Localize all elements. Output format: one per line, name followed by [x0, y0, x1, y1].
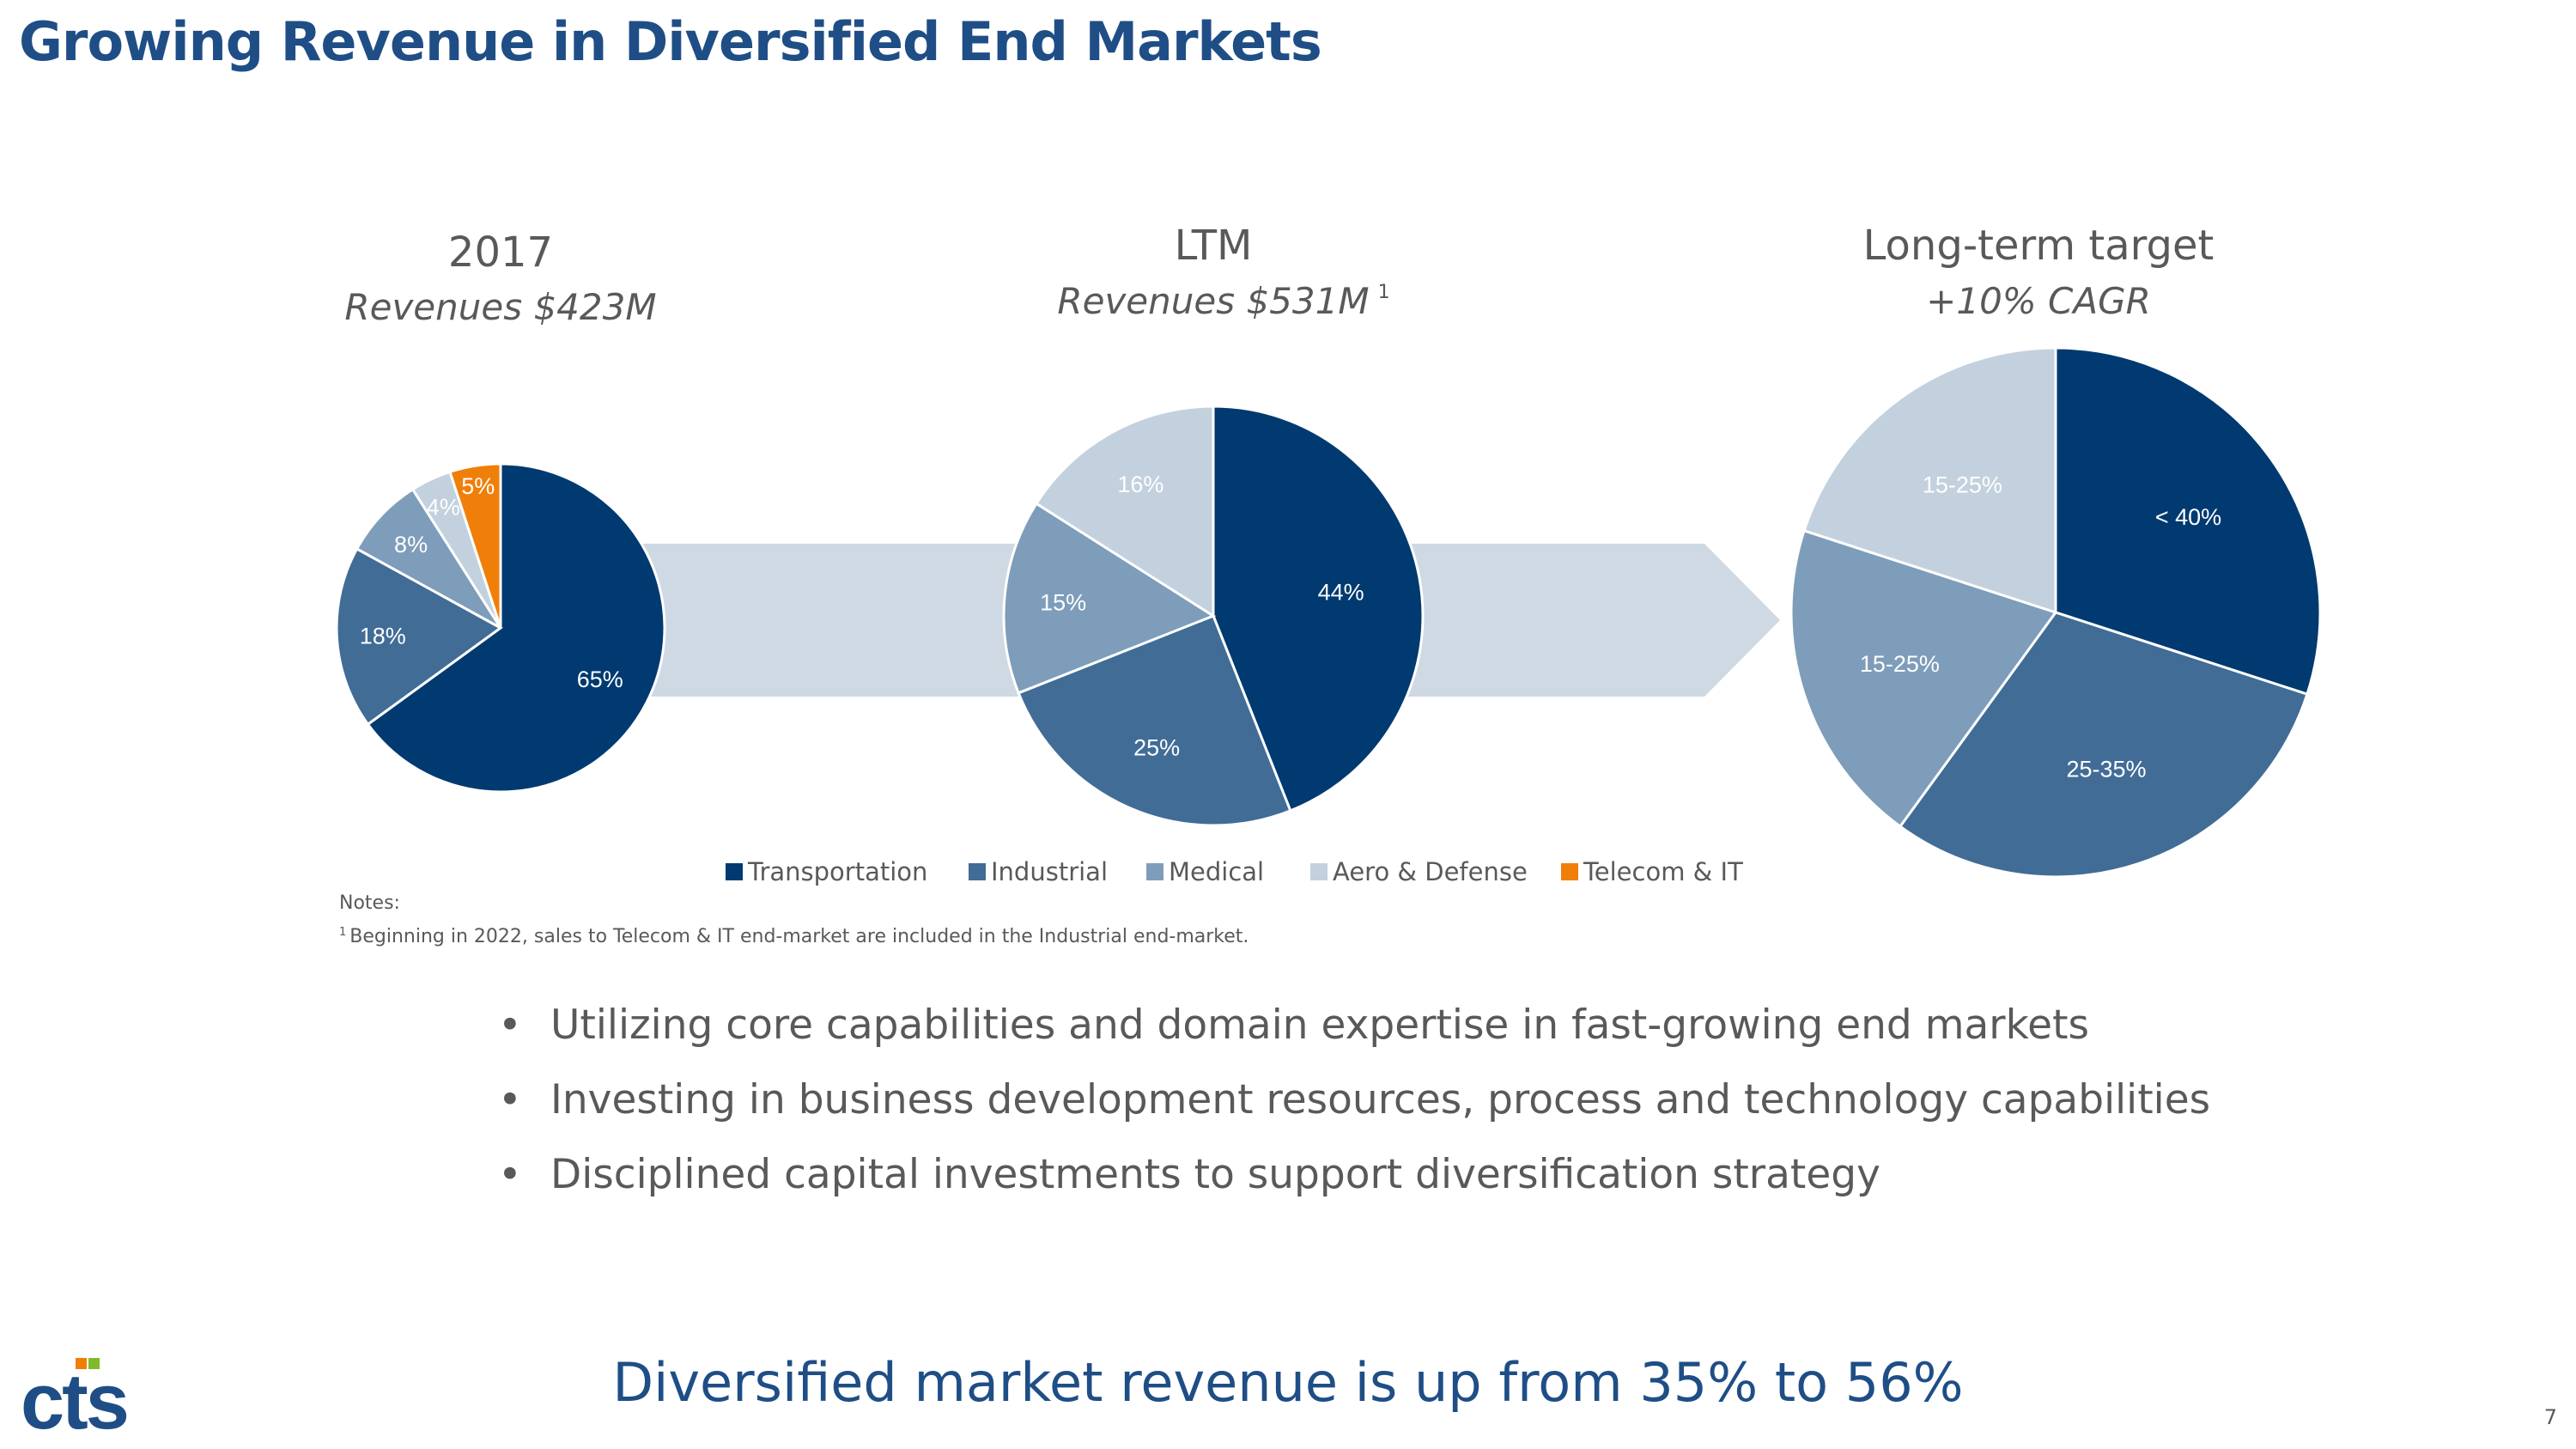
legend-item-industrial: Industrial	[969, 857, 1108, 886]
pie-data-label: < 40%	[2155, 504, 2221, 530]
tagline: Diversified market revenue is up from 35…	[612, 1351, 1964, 1414]
pie-slice-medical	[1002, 502, 1217, 695]
pie-data-label: 8%	[394, 532, 428, 557]
legend-label: Industrial	[991, 857, 1108, 886]
pie-data-label: 15%	[1040, 589, 1086, 615]
bullet-text: Investing in business development resour…	[550, 1076, 2211, 1123]
pie-slice-medical	[355, 487, 502, 630]
pie-slice-transportation	[366, 462, 666, 794]
legend-item-aero-and-defense: Aero & Defense	[1310, 857, 1528, 886]
cts-logo: cts	[21, 1353, 158, 1446]
pie-chart-long-term-target: < 40% 25-35% 15-25% 15-25% Long-term target +…	[1789, 222, 2322, 879]
legend-swatch-telecom-and-it	[1561, 863, 1578, 880]
legend-swatch-transportation	[726, 863, 743, 880]
legend-label: Telecom & IT	[1583, 857, 1743, 886]
pie-title: 2017	[448, 228, 553, 277]
legend-item-transportation: Transportation	[726, 857, 927, 886]
bullet-item: • Utilizing core capabilities and domain …	[498, 988, 2210, 1062]
cts-logo-mark: cts	[21, 1358, 130, 1446]
pie-slice-medical	[1789, 528, 2058, 829]
pie-data-label: 4%	[427, 494, 460, 520]
pie-title: Long-term target	[1863, 222, 2215, 270]
legend-swatch-industrial	[969, 863, 986, 880]
pie-subtitle-footnote-marker: 1	[1378, 282, 1390, 303]
pie-data-label: 18%	[360, 624, 406, 649]
footnote: 1 Beginning in 2022, sales to Telecom & I…	[339, 918, 1249, 952]
bullet-text: Disciplined capital investments to suppo…	[550, 1151, 1880, 1198]
footnote-marker: 1	[339, 926, 347, 939]
pie-data-label: 16%	[1117, 472, 1163, 497]
legend-label: Medical	[1169, 857, 1264, 886]
pie-slice-telecom-and-it	[448, 462, 502, 629]
pie-slice-aero-and-defense	[1034, 405, 1215, 618]
pie-data-label: 15-25%	[1923, 472, 2002, 497]
notes: Notes: 1 Beginning in 2022, sales to Tele…	[339, 889, 1249, 952]
pie-slice-transportation	[1212, 405, 1425, 813]
pie-chart-2017: 65% 18% 8% 4%5% 2017 Revenues $423M	[335, 228, 666, 794]
notes-heading: Notes:	[339, 892, 400, 914]
bullet-item: • Disciplined capital investments to supp…	[498, 1137, 2210, 1212]
pie-slice-aero-and-defense	[1802, 346, 2057, 615]
legend-swatch-aero-and-defense	[1310, 863, 1327, 880]
pie-subtitle: +10% CAGR	[1926, 280, 2151, 322]
bullet-text: Utilizing core capabilities and domain e…	[550, 1002, 2089, 1049]
footnote-text: Beginning in 2022, sales to Telecom & IT…	[349, 926, 1249, 947]
legend-item-telecom-and-it: Telecom & IT	[1561, 857, 1743, 886]
pie-chart-ltm: 44% 25% 15% 16% LTM Revenues $531M 1	[1002, 222, 1425, 827]
legend-swatch-medical	[1146, 863, 1163, 880]
pie-data-label: 44%	[1318, 580, 1364, 606]
pie-subtitle: Revenues $531M	[1057, 280, 1369, 322]
pie-data-label: 5%	[461, 473, 495, 499]
bullet-list: • Utilizing core capabilities and domain …	[498, 988, 2210, 1212]
pie-data-label: 15-25%	[1860, 651, 1940, 677]
pie-title: LTM	[1175, 222, 1253, 270]
page-number: 7	[2543, 1405, 2557, 1429]
bullet-item: • Investing in business development resou…	[498, 1062, 2210, 1137]
pie-data-label: 25%	[1133, 734, 1180, 760]
svg-text:cts: cts	[21, 1358, 127, 1439]
legend-label: Aero & Defense	[1333, 857, 1528, 886]
legend-item-medical: Medical	[1146, 857, 1264, 886]
bullet-dot-icon: •	[498, 1151, 522, 1198]
slide-title: Growing Revenue in Diversified End Marke…	[19, 10, 1322, 73]
pie-charts-figure: 65% 18% 8% 4%5% 2017 Revenues $423M 44% 25% 15% 1…	[335, 222, 2322, 886]
pie-slice-industrial	[1898, 611, 2309, 879]
pie-slice-transportation	[2054, 346, 2322, 697]
bullet-dot-icon: •	[498, 1076, 522, 1123]
pie-slice-industrial	[1017, 614, 1292, 827]
pie-data-label: 25-35%	[2066, 757, 2146, 782]
pie-slice-industrial	[335, 546, 503, 727]
bullet-dot-icon: •	[498, 1002, 522, 1049]
pie-subtitle: Revenues $423M	[344, 286, 656, 328]
legend-label: Transportation	[747, 857, 927, 886]
pie-data-label: 65%	[577, 667, 623, 692]
